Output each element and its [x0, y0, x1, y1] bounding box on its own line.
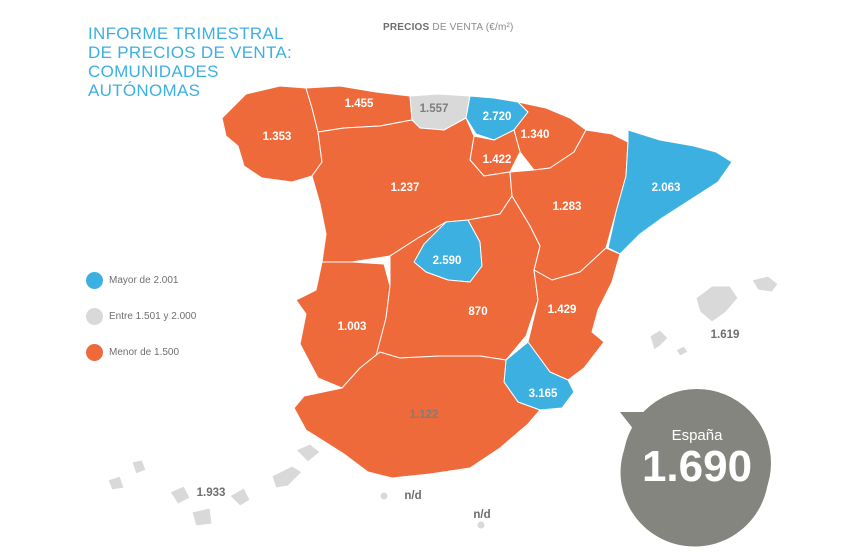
page-title: INFORME TRIMESTRAL DE PRECIOS DE VENTA: …	[88, 24, 328, 100]
badge-label: España	[672, 427, 724, 444]
label-valenciana: 1.429	[548, 304, 577, 316]
title-line-2: DE PRECIOS DE VENTA:	[88, 43, 293, 62]
label-extremadura: 1.003	[338, 321, 367, 333]
label-canarias: 1.933	[197, 487, 226, 499]
regions	[107, 85, 779, 530]
legend-item-low: Menor de 1.500	[86, 342, 196, 362]
region-cataluna[interactable]	[607, 129, 733, 255]
subtitle-rest: DE VENTA (€/m²)	[429, 22, 514, 33]
region-baleares[interactable]	[649, 275, 779, 357]
map-subtitle: PRECIOS DE VENTA (€/m²)	[383, 22, 514, 33]
region-canarias[interactable]	[107, 443, 321, 527]
label-melilla: n/d	[473, 509, 490, 521]
label-madrid: 2.590	[433, 255, 462, 267]
legend-item-mid: Entre 1.501 y 2.000	[86, 306, 196, 326]
label-ceuta: n/d	[404, 490, 421, 502]
label-galicia: 1.353	[263, 131, 292, 143]
region-ceuta[interactable]	[379, 491, 389, 501]
label-asturias: 1.455	[345, 98, 374, 110]
label-baleares: 1.619	[711, 329, 740, 341]
national-badge: España 1.690	[620, 389, 771, 547]
region-labels: 1.353 1.455 1.557 2.720 1.340 1.422 1.23…	[197, 98, 740, 521]
legend-swatch-mid	[86, 307, 103, 325]
label-pais-vasco: 2.720	[483, 111, 512, 123]
label-la-rioja: 1.422	[483, 154, 512, 166]
subtitle-bold: PRECIOS	[383, 22, 430, 33]
legend-item-high: Mayor de 2.001	[86, 270, 196, 290]
label-castilla-leon: 1.237	[391, 182, 420, 194]
label-navarra: 1.340	[521, 129, 550, 141]
title-line-1: INFORME TRIMESTRAL	[88, 24, 284, 43]
badge-value: 1.690	[642, 442, 752, 491]
label-castilla-la-mancha: 870	[468, 306, 487, 318]
legend-swatch-low	[86, 343, 103, 361]
title-line-4: AUTÓNOMAS	[88, 81, 201, 100]
label-andalucia: 1.122	[410, 409, 439, 421]
label-aragon: 1.283	[553, 201, 582, 213]
legend-label-high: Mayor de 2.001	[109, 274, 179, 286]
legend-label-low: Menor de 1.500	[109, 346, 180, 358]
label-cataluna: 2.063	[652, 182, 681, 194]
region-andalucia[interactable]	[293, 351, 541, 479]
label-murcia: 3.165	[529, 388, 558, 400]
legend-label-mid: Entre 1.501 y 2.000	[109, 310, 197, 322]
badge-circle	[623, 389, 771, 537]
legend-swatch-high	[86, 271, 103, 289]
title-line-3: COMUNIDADES	[88, 62, 219, 81]
region-melilla[interactable]	[476, 520, 486, 530]
legend: Mayor de 2.001 Entre 1.501 y 2.000 Menor…	[86, 270, 196, 378]
label-cantabria: 1.557	[420, 103, 449, 115]
